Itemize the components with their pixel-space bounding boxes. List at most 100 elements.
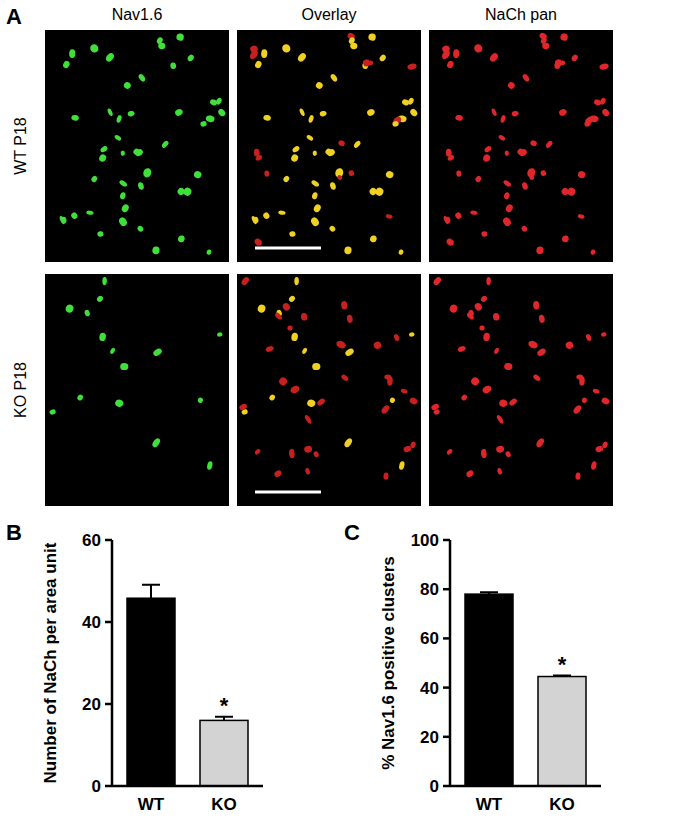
punctum [536, 246, 544, 255]
punctum [504, 203, 514, 213]
x-tick-label: KO [549, 795, 575, 814]
punctum [409, 108, 419, 118]
punctum [119, 192, 126, 200]
y-tick [105, 539, 112, 542]
punctum [575, 472, 581, 480]
punctum [315, 81, 324, 90]
y-tick-label: 40 [82, 613, 101, 632]
punctum [107, 108, 114, 117]
punctum [516, 147, 525, 156]
punctum [466, 312, 475, 321]
punctum [265, 345, 274, 353]
punctum [384, 374, 391, 379]
punctum [483, 145, 492, 153]
punctum [301, 347, 308, 354]
punctum [142, 167, 152, 178]
punctum [308, 114, 315, 123]
punctum [398, 249, 404, 255]
punctum [503, 192, 510, 200]
bar [200, 720, 248, 786]
punctum [348, 170, 355, 177]
punctum [98, 153, 107, 163]
punctum [89, 43, 101, 55]
punctum [535, 437, 546, 448]
x-tick-label: KO [211, 795, 237, 814]
punctum [291, 332, 299, 341]
punctum [560, 60, 566, 65]
punctum [353, 140, 362, 149]
y-axis [449, 540, 452, 786]
row-label: KO P18 [12, 362, 29, 418]
puncta [59, 33, 227, 256]
punctum [533, 301, 540, 310]
y-tick [443, 686, 450, 689]
punctum [558, 108, 568, 117]
punctum [520, 225, 528, 233]
column-header: Overlay [301, 6, 356, 23]
punctum [373, 341, 382, 350]
scale-bar [255, 491, 321, 494]
punctum [99, 145, 108, 153]
punctum [336, 174, 343, 180]
y-axis-label: Number of NaCh per area unit [41, 542, 60, 783]
plot-area [465, 592, 586, 786]
punctum [114, 134, 122, 142]
punctum [254, 448, 261, 456]
punctum [186, 54, 195, 63]
punctum [59, 215, 66, 225]
punctum [299, 108, 306, 117]
puncta [248, 32, 418, 256]
punctum [274, 312, 283, 321]
punctum [114, 399, 124, 408]
punctum [303, 445, 312, 454]
punctum [344, 347, 355, 357]
punctum [97, 231, 104, 238]
punctum [433, 408, 441, 415]
punctum [278, 210, 286, 215]
punctum [305, 467, 311, 475]
punctum [170, 62, 176, 69]
punctum [127, 110, 135, 117]
punctum [392, 121, 399, 127]
punctum [601, 396, 611, 405]
punctum [505, 450, 512, 458]
punctum [560, 33, 569, 42]
punctum [337, 139, 345, 147]
x-tick-label: WT [138, 795, 165, 814]
punctum [257, 304, 267, 314]
punctum [151, 437, 162, 448]
punctum [206, 249, 212, 255]
punctum [310, 179, 320, 187]
punctum [502, 216, 513, 227]
punctum [473, 302, 483, 312]
punctum [313, 450, 320, 458]
punctum [109, 347, 116, 354]
punctum [120, 203, 130, 213]
punctum [447, 154, 455, 162]
punctum [156, 36, 164, 45]
punctum [453, 49, 460, 58]
punctum [488, 52, 499, 63]
punctum [290, 153, 299, 163]
punctum [572, 404, 583, 415]
punctum [593, 98, 602, 106]
punctum [312, 150, 317, 156]
punctum [84, 309, 91, 317]
panel-letter: C [344, 520, 360, 545]
punctum [491, 108, 498, 117]
punctum [536, 347, 547, 357]
column-header: NaCh pan [485, 6, 557, 23]
punctum [329, 182, 336, 191]
punctum [182, 187, 192, 198]
y-tick [443, 736, 450, 739]
error-bar [142, 585, 160, 599]
punctum [378, 54, 387, 63]
plot-area [127, 585, 248, 786]
puncta [238, 276, 418, 480]
puncta [430, 276, 610, 480]
y-tick-label: 20 [420, 728, 439, 747]
punctum [65, 304, 75, 314]
punctum [389, 397, 395, 404]
punctum [507, 81, 516, 90]
punctum [118, 216, 129, 227]
